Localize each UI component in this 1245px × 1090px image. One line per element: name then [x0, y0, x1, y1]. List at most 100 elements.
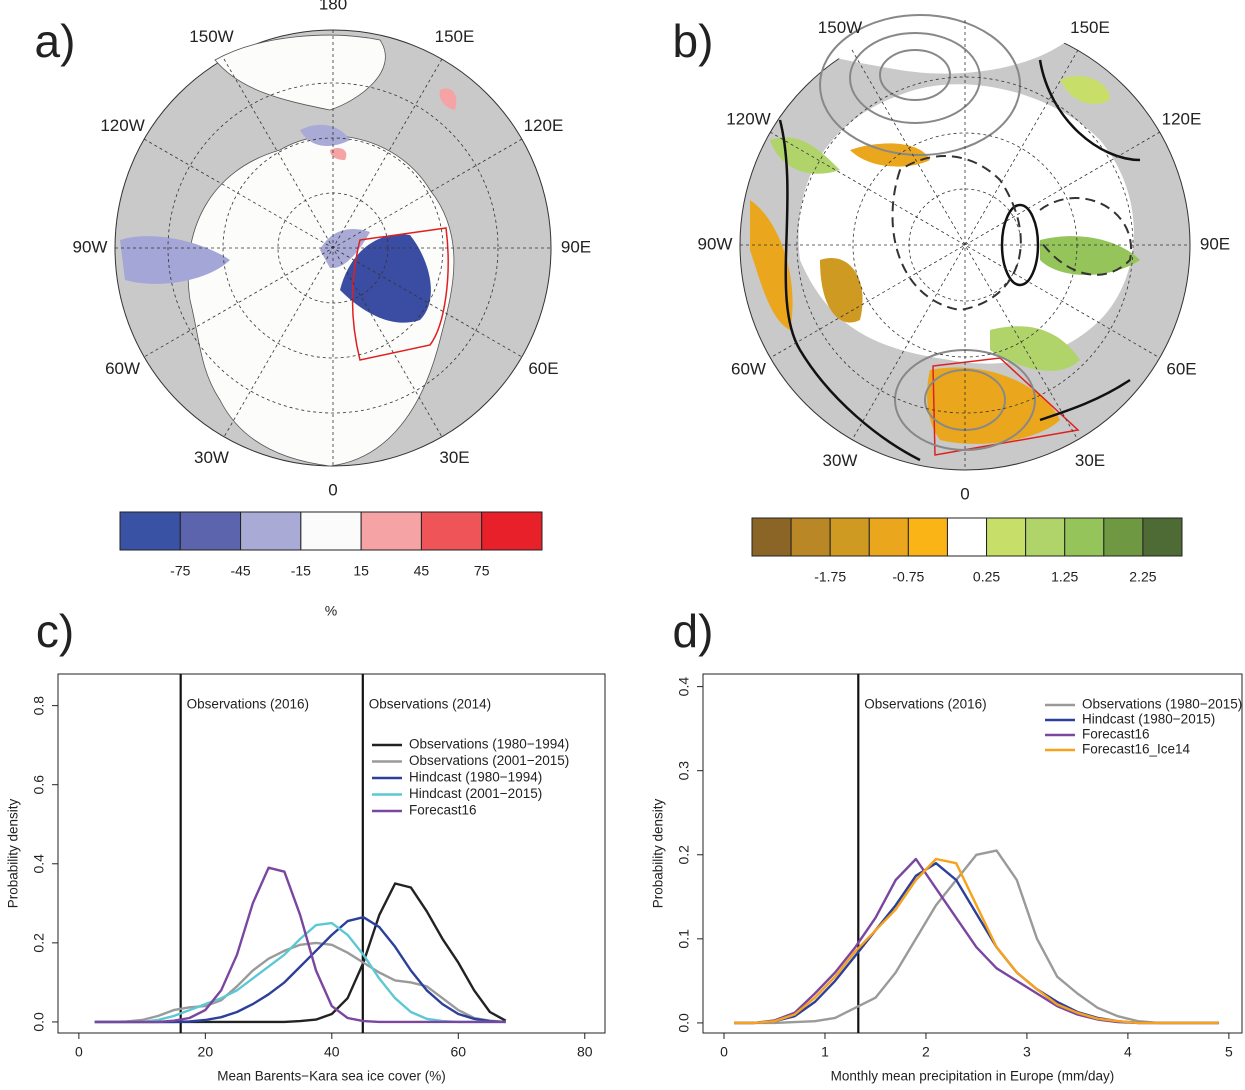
- legend-label: Hindcast (1980−2015): [1082, 712, 1215, 727]
- y-tick-label: 0.4: [31, 854, 47, 874]
- x-tick-label: 80: [577, 1044, 593, 1060]
- longitude-label: 90W: [698, 234, 733, 253]
- longitude-label: 120E: [524, 116, 564, 135]
- colorbar-box: [868, 517, 909, 557]
- longitude-label: 30W: [194, 448, 229, 467]
- y-tick-label: 0.6: [31, 775, 47, 795]
- colorbar-tick-label: -15: [291, 563, 311, 579]
- colorbar-box: [1142, 517, 1183, 557]
- colorbar-tick-label: 15: [353, 563, 369, 579]
- plot-frame: [702, 673, 1243, 1034]
- longitude-label: 60W: [731, 359, 766, 378]
- colorbar-tick-label: -0.75: [892, 569, 924, 585]
- colorbar-tick-label: -75: [170, 563, 190, 579]
- y-tick-label: 0.1: [676, 929, 692, 949]
- observation-label: Observations (2016): [864, 697, 986, 712]
- colorbar-tick-label: 75: [474, 563, 490, 579]
- x-tick-label: 4: [1124, 1044, 1132, 1060]
- colorbar-box: [360, 511, 422, 551]
- colorbar-box: [240, 511, 302, 551]
- observation-label: Observations (2016): [187, 697, 309, 712]
- longitude-label: 120W: [726, 109, 770, 128]
- density-line: [734, 857, 1219, 1025]
- observation-label: Observations (2014): [369, 697, 491, 712]
- x-tick-label: 60: [451, 1044, 467, 1060]
- y-tick-label: 0.0: [31, 1012, 47, 1032]
- y-tick-label: 0.4: [676, 677, 692, 697]
- longitude-label: 150W: [189, 27, 233, 46]
- longitude-label: 90W: [73, 237, 108, 256]
- colorbar-box: [1103, 517, 1144, 557]
- longitude-label: 0: [960, 484, 969, 503]
- y-axis-label: Probability density: [6, 798, 21, 908]
- density-line: [734, 849, 1219, 1025]
- legend-label: Forecast16: [1082, 727, 1150, 742]
- legend-label: Forecast16: [409, 803, 477, 818]
- colorbar-box: [751, 517, 792, 557]
- colorbar-box: [179, 511, 242, 551]
- colorbar-box: [790, 517, 831, 557]
- colorbar-box: [946, 517, 988, 557]
- longitude-label: 120E: [1162, 109, 1202, 128]
- y-axis-label: Probability density: [651, 798, 666, 908]
- longitude-label: 60W: [105, 359, 140, 378]
- longitude-label: 30W: [823, 451, 858, 470]
- legend-label: Hindcast (1980−1994): [409, 770, 542, 785]
- colorbar-tick-label: 1.25: [1051, 569, 1078, 585]
- longitude-label: 120W: [100, 116, 144, 135]
- x-tick-label: 0: [75, 1044, 83, 1060]
- longitude-label: 180: [319, 0, 347, 13]
- map-b: [739, 13, 1191, 471]
- y-tick-label: 0.2: [31, 933, 47, 953]
- colorbar-box: [300, 511, 362, 551]
- density-line: [94, 941, 506, 1024]
- colorbar-tick-label: 45: [414, 563, 430, 579]
- colorbar-box: [907, 517, 948, 557]
- longitude-label: 90E: [561, 237, 591, 256]
- colorbar-tick-label: 2.25: [1129, 569, 1156, 585]
- x-tick-label: 5: [1225, 1044, 1233, 1060]
- legend-label: Observations (1980−2015): [1082, 697, 1242, 712]
- legend-label: Observations (2001−2015): [409, 753, 569, 768]
- colorbar-box: [829, 517, 870, 557]
- density-line: [94, 916, 506, 1024]
- legend-label: Hindcast (2001−2015): [409, 786, 542, 801]
- longitude-label: 180: [951, 0, 979, 3]
- longitude-label: 150W: [818, 18, 862, 37]
- y-tick-label: 0.2: [676, 845, 692, 865]
- density-line: [94, 882, 507, 1024]
- map-a: [114, 29, 552, 467]
- legend-label: Observations (1980−1994): [409, 737, 569, 752]
- density-line: [734, 862, 1219, 1025]
- panel-label: b): [673, 15, 714, 67]
- longitude-label: 150E: [435, 27, 475, 46]
- panel-label: d): [673, 605, 714, 657]
- longitude-label: 60E: [1166, 359, 1196, 378]
- colorbar-box: [119, 511, 181, 551]
- density-line: [734, 857, 1219, 1025]
- longitude-label: 90E: [1200, 234, 1230, 253]
- colorbar-box: [481, 511, 543, 551]
- longitude-label: 30E: [1075, 451, 1105, 470]
- x-tick-label: 3: [1023, 1044, 1031, 1060]
- longitude-label: 60E: [528, 359, 558, 378]
- colorbar-label: %: [325, 603, 337, 619]
- colorbar-box: [420, 511, 483, 551]
- x-tick-label: 1: [821, 1044, 829, 1060]
- density-line: [94, 921, 506, 1024]
- colorbar-box: [1064, 517, 1105, 557]
- plot-frame: [57, 673, 606, 1034]
- colorbar-box: [1025, 517, 1066, 557]
- x-tick-label: 0: [720, 1044, 728, 1060]
- density-line: [94, 866, 506, 1024]
- longitude-label: 0: [328, 480, 337, 499]
- x-tick-label: 2: [922, 1044, 930, 1060]
- colorbar-tick-label: -1.75: [814, 569, 846, 585]
- colorbar-tick-label: -45: [230, 563, 250, 579]
- x-axis-label: Mean Barents−Kara sea ice cover (%): [217, 1069, 445, 1084]
- longitude-label: 150E: [1070, 18, 1110, 37]
- x-tick-label: 40: [324, 1044, 340, 1060]
- x-tick-label: 20: [198, 1044, 214, 1060]
- legend-label: Forecast16_Ice14: [1082, 742, 1191, 757]
